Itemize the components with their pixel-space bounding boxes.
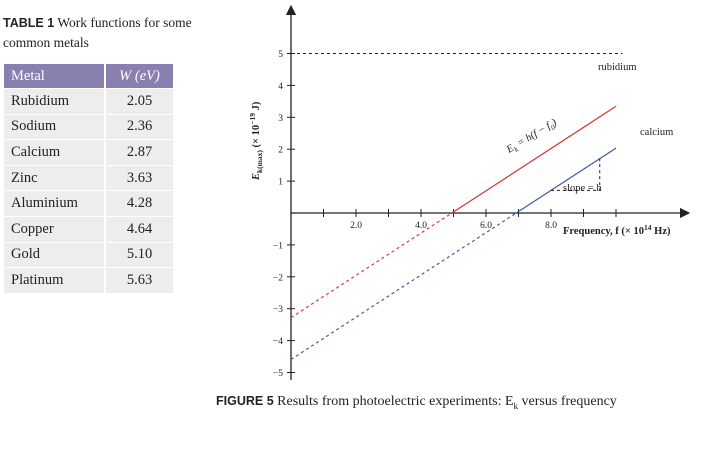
work-function-cell: 2.87 <box>104 140 173 165</box>
work-function-cell: 3.63 <box>104 165 173 191</box>
photoelectric-graph: 2.0 4.0 6.0 8.0 5 4 3 2 1 −1 −2 −3 −4 −5 Frequency, … <box>248 4 691 380</box>
metal-name-cell: Zinc <box>4 165 104 191</box>
table-row: Aluminium 4.28 <box>4 191 173 216</box>
column-header-metal: Metal <box>4 64 104 88</box>
metal-name-cell: Platinum <box>4 268 104 293</box>
metal-name-cell: Aluminium <box>4 191 104 216</box>
metal-name-cell: Copper <box>4 216 104 242</box>
figure-caption-text: Results from photoelectric experiments: … <box>277 394 617 411</box>
table-row: Gold 5.10 <box>4 242 173 268</box>
table-body: Rubidium 2.05 Sodium 2.36 Calcium 2.87 Zinc 3.6… <box>4 89 173 293</box>
y-tick-label: −1 <box>273 241 283 251</box>
table-row: Zinc 3.63 <box>4 165 173 191</box>
table-row: Copper 4.64 <box>4 216 173 242</box>
series-label-rubidium: rubidium <box>598 62 637 73</box>
figure-caption: FIGURE 5 Results from photoelectric expe… <box>216 394 617 411</box>
x-axis-label: Frequency, f (× 1014 Hz) <box>563 223 671 237</box>
y-tick-label: −3 <box>273 305 283 315</box>
table-caption: TABLE 1 Work functions for some common m… <box>3 13 193 52</box>
metal-name-cell: Calcium <box>4 140 104 165</box>
x-tick-label: 4.0 <box>415 221 427 231</box>
series-layer <box>290 53 623 360</box>
equation-annotation: Ek = h(f − f0) <box>504 117 560 158</box>
table-row: Calcium 2.87 <box>4 140 173 165</box>
y-tick-label: −2 <box>273 273 283 283</box>
y-tick-label: 3 <box>278 114 283 124</box>
table-caption-text: Work functions for some common metals <box>3 15 192 50</box>
series-label-calcium: calcium <box>640 127 673 138</box>
column-header-work-function: W (eV) <box>104 64 173 88</box>
figure-caption-tag: FIGURE 5 <box>216 394 274 408</box>
work-function-cell: 2.36 <box>104 114 173 140</box>
table-header-row: Metal W (eV) <box>4 64 173 88</box>
table-row: Rubidium 2.05 <box>4 89 173 114</box>
work-function-cell: 5.10 <box>104 242 173 268</box>
y-tick-label: 5 <box>278 50 283 60</box>
work-function-cell: 4.64 <box>104 216 173 242</box>
metal-name-cell: Sodium <box>4 114 104 140</box>
x-tick-label: 2.0 <box>350 221 362 231</box>
y-tick-label: 1 <box>278 178 283 188</box>
y-tick-label: 2 <box>278 146 283 156</box>
series-rubidium-line <box>451 105 617 214</box>
x-tick-label: 6.0 <box>480 221 492 231</box>
table-row: Platinum 5.63 <box>4 268 173 293</box>
metal-name-cell: Rubidium <box>4 89 104 114</box>
series-calcium-line <box>515 147 617 214</box>
metal-name-cell: Gold <box>4 242 104 268</box>
slope-annotation: slope = h <box>563 183 602 194</box>
work-function-table: Metal W (eV) Rubidium 2.05 Sodium 2.36 Calci… <box>4 63 173 294</box>
work-function-cell: 5.63 <box>104 268 173 293</box>
series-rubidium-extrapolation <box>290 212 453 319</box>
y-tick-label: −4 <box>273 337 283 347</box>
work-function-cell: 2.05 <box>104 89 173 114</box>
x-tick-label: 8.0 <box>545 221 557 231</box>
y-axis-label: Ek(max) (× 10−19 J) <box>248 101 264 181</box>
table-row: Sodium 2.36 <box>4 114 173 140</box>
series-calcium-extrapolation <box>290 212 517 360</box>
y-ticks: 5 4 3 2 1 −1 −2 −3 −4 −5 <box>273 50 295 379</box>
x-ticks: 2.0 4.0 6.0 8.0 <box>323 209 617 231</box>
work-function-cell: 4.28 <box>104 191 173 216</box>
slope-triangle <box>551 158 601 191</box>
table-caption-tag: TABLE 1 <box>3 16 55 30</box>
y-tick-label: −5 <box>273 369 283 379</box>
y-tick-label: 4 <box>278 82 283 92</box>
